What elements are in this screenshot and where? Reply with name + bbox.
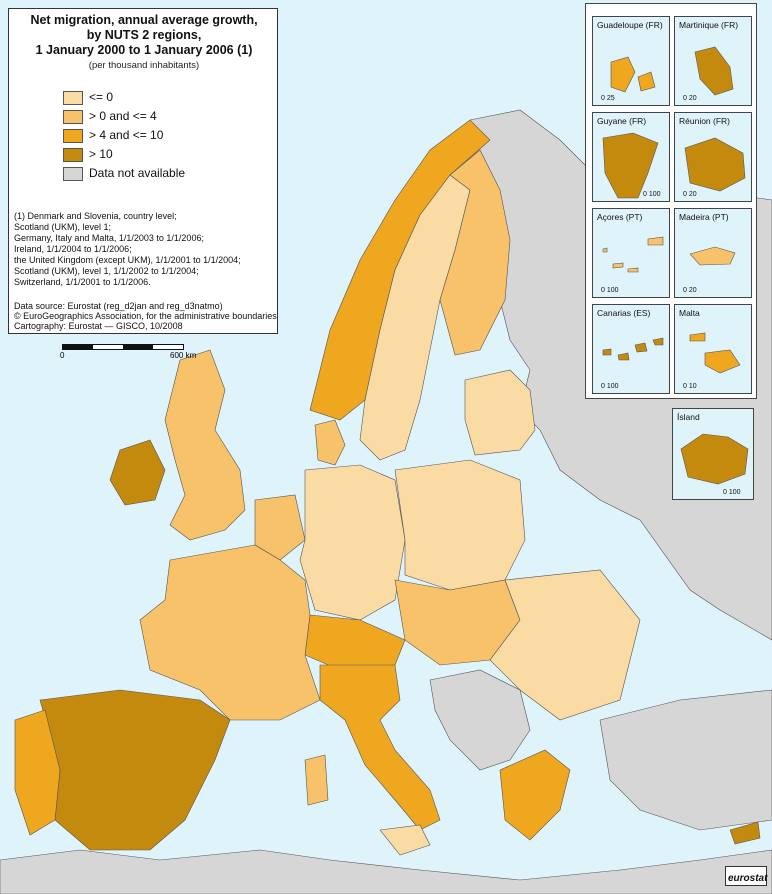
inset-scale: 0 20 <box>683 191 697 198</box>
inset-scale: 0 100 <box>601 383 619 390</box>
map-title-line2: by NUTS 2 regions, <box>86 28 202 42</box>
region-balkans-nonEU <box>429 669 531 771</box>
inset-scale: 0 10 <box>683 383 697 390</box>
inset-scale: 0 20 <box>683 95 697 102</box>
scale-bar: 0 600 km <box>60 344 196 360</box>
source-line: Cartography: Eurostat — GISCO, 10/2008 <box>14 321 183 331</box>
inset-label: Malta <box>679 308 700 318</box>
logo-text: eurostat <box>728 873 768 884</box>
inset-shape <box>602 132 659 199</box>
inset-label: Ísland <box>677 412 700 422</box>
footnote-line: Scotland (UKM), level 1; <box>14 222 112 232</box>
region-ireland <box>109 439 166 506</box>
legend-panel: Net migration, annual average growth, by… <box>8 8 278 334</box>
legend-label: > 0 and <= 4 <box>89 109 157 123</box>
map-title-line3: 1 January 2000 to 1 January 2006 (1) <box>35 43 253 57</box>
legend-label: > 4 and <= 10 <box>89 128 164 142</box>
inset-label: Madeira (PT) <box>679 212 729 222</box>
inset-label: Açores (PT) <box>597 212 643 222</box>
inset-scale: 0 100 <box>723 489 741 496</box>
inset-panel: Guadeloupe (FR) 0 25 Martinique (FR) 0 2… <box>585 3 757 399</box>
region-benelux <box>254 494 306 561</box>
inset-canarias: Canarias (ES) 0 100 <box>592 304 670 394</box>
inset-shape <box>680 433 749 485</box>
region-sardinia <box>304 754 329 806</box>
legend-label: Data not available <box>89 166 186 180</box>
inset-shape <box>689 332 741 374</box>
inset-scale: 0 25 <box>601 95 615 102</box>
inset-scale: 0 100 <box>643 191 661 198</box>
scale-bar-start: 0 <box>60 351 65 360</box>
inset-label: Guadeloupe (FR) <box>597 20 663 30</box>
region-turkey <box>599 689 772 831</box>
region-sicily <box>379 824 431 856</box>
inset-acores: Açores (PT) 0 100 <box>592 208 670 298</box>
inset-label: Réunion (FR) <box>679 116 731 126</box>
inset-shape <box>602 337 664 361</box>
legend-swatch <box>63 167 83 181</box>
inset-martinique: Martinique (FR) 0 20 <box>674 16 752 106</box>
map-title-line1: Net migration, annual average growth, <box>30 13 258 27</box>
region-denmark <box>314 419 346 466</box>
region-finland <box>439 149 511 356</box>
region-italy <box>319 664 441 831</box>
region-north-africa <box>0 849 772 894</box>
region-germany <box>299 464 406 621</box>
inset-label: Canarias (ES) <box>597 308 651 318</box>
inset-label: Martinique (FR) <box>679 20 739 30</box>
inset-shape <box>689 246 736 266</box>
eurostat-logo: eurostat <box>725 866 767 886</box>
footnote-line: Scotland (UKM), level 1, 1/1/2002 to 1/1… <box>14 266 199 276</box>
inset-label: Guyane (FR) <box>597 116 647 126</box>
inset-malta: Malta 0 10 <box>674 304 752 394</box>
region-poland <box>394 459 526 591</box>
footnote-line: (1) Denmark and Slovenia, country level; <box>14 211 177 221</box>
region-greece <box>499 749 571 841</box>
legend-swatch <box>63 91 83 105</box>
legend-swatch <box>63 129 83 143</box>
inset-island: Ísland 0 100 <box>672 408 754 500</box>
inset-madeira: Madeira (PT) 0 20 <box>674 208 752 298</box>
footnote-line: Ireland, 1/1/2004 to 1/1/2006; <box>14 244 132 254</box>
legend-swatch <box>63 148 83 162</box>
inset-scale: 0 100 <box>601 287 619 294</box>
inset-reunion: Réunion (FR) 0 20 <box>674 112 752 202</box>
inset-guadeloupe: Guadeloupe (FR) 0 25 <box>592 16 670 106</box>
region-france <box>139 544 321 721</box>
region-great-britain <box>164 349 246 541</box>
inset-shape <box>684 137 746 192</box>
legend-label: > 10 <box>89 147 113 161</box>
source-line: © EuroGeographics Association, for the a… <box>14 311 277 321</box>
region-romania-bulgaria <box>489 569 641 721</box>
region-cyprus <box>729 821 761 845</box>
inset-shape <box>602 236 664 273</box>
legend-label: <= 0 <box>89 90 114 104</box>
footnote-line: Germany, Italy and Malta, 1/1/2003 to 1/… <box>14 233 204 243</box>
region-portugal <box>14 709 61 836</box>
inset-shape <box>694 46 734 96</box>
region-baltics <box>464 369 536 456</box>
footnote-line: Switzerland, 1/1/2001 to 1/1/2006. <box>14 277 151 287</box>
inset-scale: 0 20 <box>683 287 697 294</box>
scale-bar-end: 600 km <box>170 351 197 360</box>
inset-guyane: Guyane (FR) 0 100 <box>592 112 670 202</box>
legend-swatch <box>63 110 83 124</box>
map-subtitle: (per thousand inhabitants) <box>88 60 200 71</box>
scale-bar-graphic <box>62 344 184 350</box>
footnote-line: the United Kingdom (except UKM), 1/1/200… <box>14 255 241 265</box>
source-line: Data source: Eurostat (reg_d2jan and reg… <box>14 301 223 311</box>
inset-shape <box>610 56 656 93</box>
